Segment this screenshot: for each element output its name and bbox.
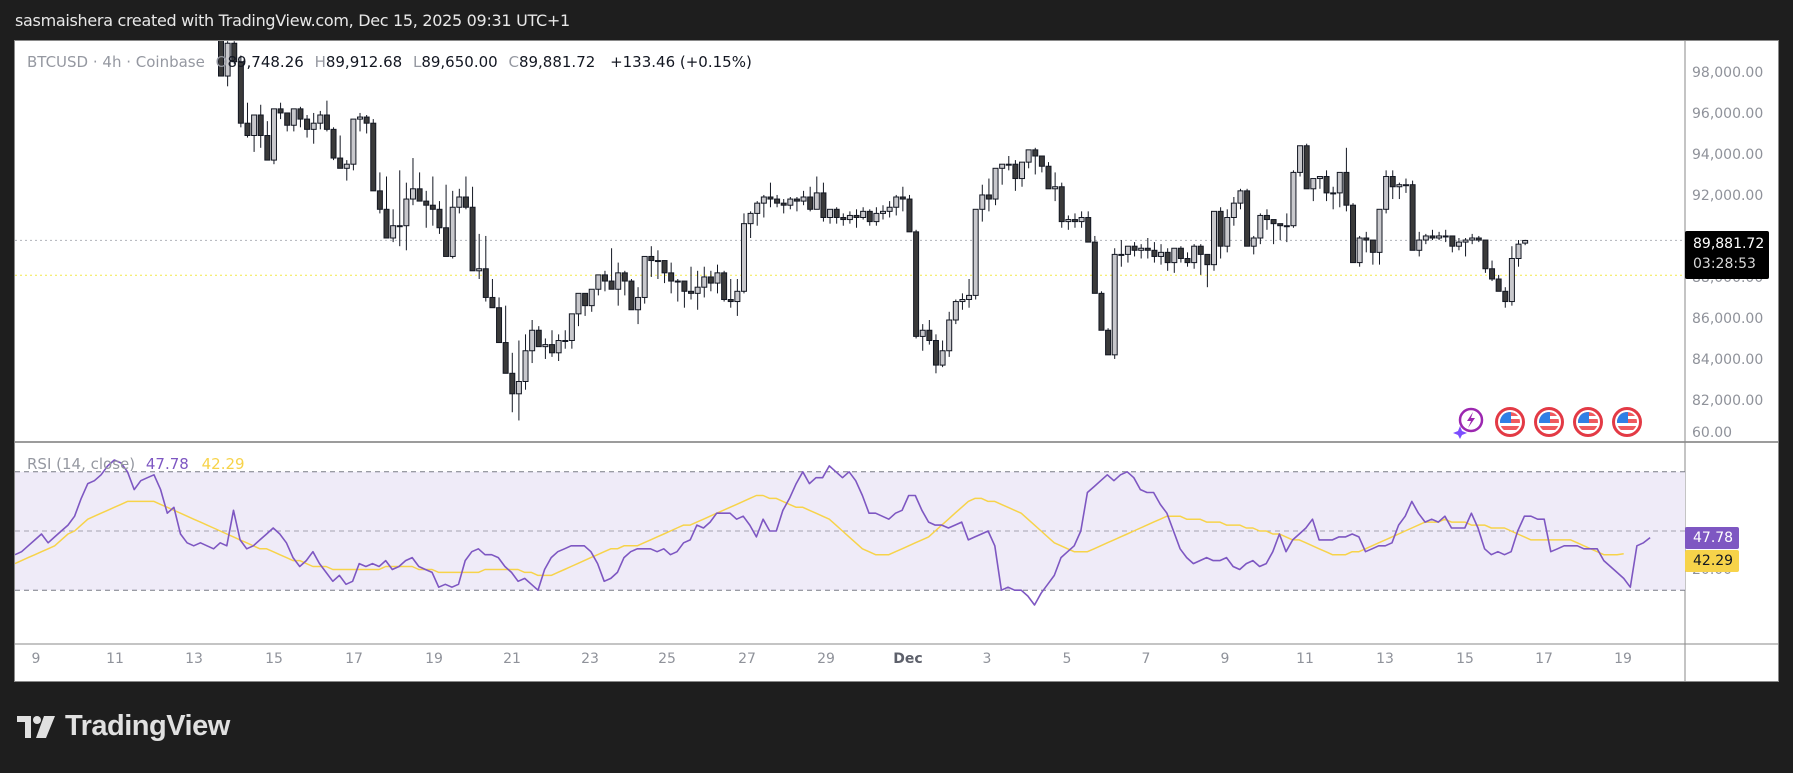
time-tick: 9	[1220, 651, 1230, 667]
rsi-title: RSI (14, close)	[27, 455, 136, 473]
last-price: 89,881.72	[1693, 236, 1765, 252]
time-tick: 19	[425, 651, 443, 667]
price-tick: 94,000.00	[1692, 147, 1764, 163]
attribution-bar: sasmaishera created with TradingView.com…	[0, 0, 1793, 40]
symbol-info: BTCUSD · 4h · Coinbase	[27, 53, 205, 71]
price-tick: 82,000.00	[1692, 393, 1764, 409]
price-tick: 86,000.00	[1692, 311, 1764, 327]
tradingview-logo-icon	[17, 715, 55, 738]
time-tick: 5	[1062, 651, 1072, 667]
time-tick: 7	[1141, 651, 1151, 667]
us-flag-icon[interactable]	[1612, 407, 1642, 437]
rsi-legend: RSI (14, close) 47.78 42.29	[27, 455, 245, 473]
change-value: +133.46 (+0.15%)	[610, 53, 752, 71]
time-tick: 15	[265, 651, 283, 667]
us-flag-icon[interactable]	[1573, 407, 1603, 437]
chart-canvas[interactable]	[15, 41, 1778, 681]
open-value: 89,748.26	[227, 53, 304, 71]
high-value: 89,912.68	[325, 53, 403, 71]
rsi-value-tag: 47.78	[1685, 527, 1739, 549]
us-flag-icon[interactable]	[1534, 407, 1564, 437]
chart-frame: BTCUSD · 4h · Coinbase O89,748.26 H89,91…	[14, 40, 1779, 682]
attribution-text: sasmaishera created with TradingView.com…	[15, 11, 570, 30]
time-tick: 25	[658, 651, 676, 667]
time-tick: 15	[1456, 651, 1474, 667]
time-tick: 19	[1614, 651, 1632, 667]
time-tick: 13	[185, 651, 203, 667]
time-tick: 11	[106, 651, 124, 667]
time-tick: 3	[982, 651, 992, 667]
price-tick: 84,000.00	[1692, 352, 1764, 368]
bar-countdown: 03:28:53	[1693, 256, 1756, 272]
us-flag-icon[interactable]	[1495, 407, 1525, 437]
price-tick: 98,000.00	[1692, 65, 1764, 81]
last-price-tag: 89,881.72 03:28:53	[1685, 231, 1769, 279]
high-key: H	[314, 53, 326, 71]
rsi-value: 47.78	[145, 455, 189, 473]
close-key: C	[508, 53, 519, 71]
low-key: L	[412, 53, 422, 71]
low-value: 89,650.00	[421, 53, 498, 71]
time-tick: 13	[1376, 651, 1394, 667]
time-tick: Dec	[893, 651, 923, 667]
lightning-sparkle-icon[interactable]	[1452, 405, 1486, 439]
close-value: 89,881.72	[518, 53, 596, 71]
time-tick: 21	[503, 651, 521, 667]
time-tick: 9	[31, 651, 41, 667]
time-tick: 17	[345, 651, 363, 667]
symbol-legend: BTCUSD · 4h · Coinbase O89,748.26 H89,91…	[27, 53, 752, 71]
rsi-tick-60: 60.00	[1692, 425, 1733, 441]
time-tick: 29	[817, 651, 835, 667]
price-tick: 96,000.00	[1692, 106, 1764, 122]
time-tick: 17	[1535, 651, 1553, 667]
price-tick: 92,000.00	[1692, 188, 1764, 204]
tradingview-logo[interactable]: TradingView	[17, 710, 230, 743]
time-tick: 23	[581, 651, 599, 667]
time-tick: 27	[738, 651, 756, 667]
rsi-ma-value: 42.29	[201, 455, 245, 473]
candles	[218, 41, 1529, 421]
logo-text: TradingView	[65, 710, 230, 742]
time-tick: 11	[1296, 651, 1314, 667]
rsi-ma-value-tag: 42.29	[1685, 550, 1739, 572]
events-row	[1452, 405, 1642, 439]
open-key: O	[215, 53, 228, 71]
